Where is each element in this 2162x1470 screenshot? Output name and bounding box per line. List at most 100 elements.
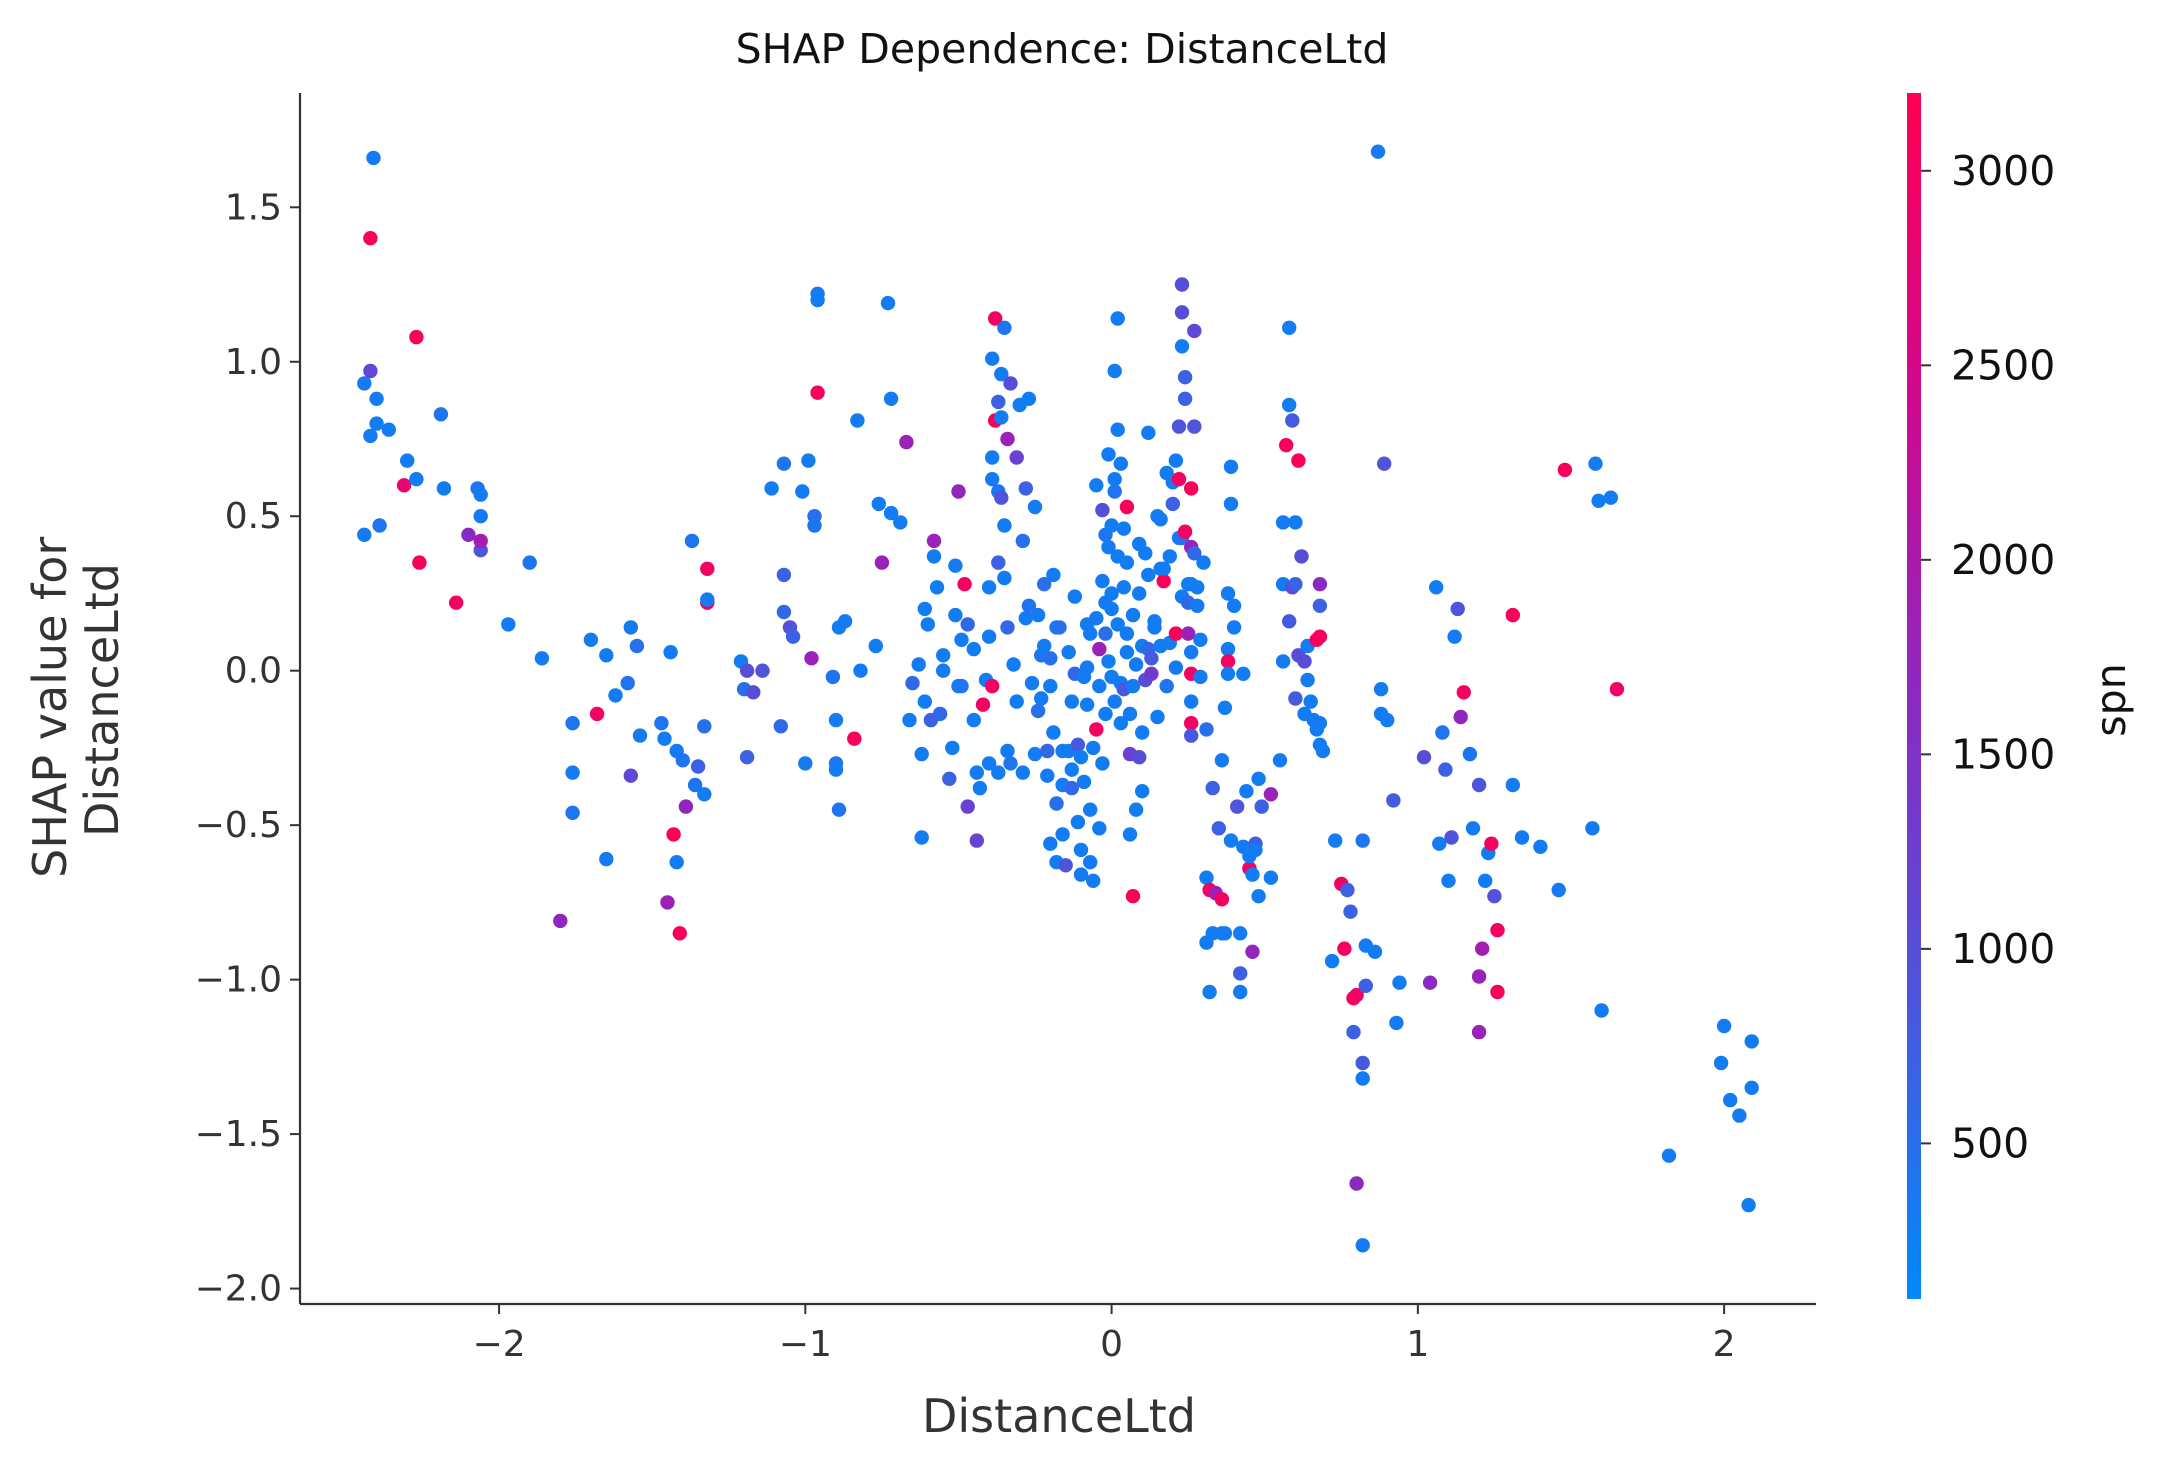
scatter-point bbox=[853, 663, 868, 678]
scatter-point bbox=[1187, 323, 1202, 339]
scatter-point bbox=[1297, 654, 1312, 669]
scatter-point bbox=[1086, 873, 1101, 888]
scatter-point bbox=[684, 533, 700, 549]
scatter-point bbox=[623, 768, 638, 783]
scatter-point bbox=[1193, 632, 1208, 647]
scatter-point bbox=[1015, 533, 1030, 549]
scatter-point bbox=[1125, 678, 1141, 694]
scatter-point bbox=[1245, 944, 1260, 959]
scatter-point bbox=[954, 632, 969, 647]
colorbar-tick-label: 2000 bbox=[1951, 536, 2055, 584]
scatter-point bbox=[997, 320, 1012, 335]
scatter-point bbox=[1119, 499, 1135, 515]
scatter-point bbox=[1505, 777, 1521, 793]
scatter-point bbox=[1159, 678, 1174, 694]
scatter-point bbox=[1092, 641, 1107, 657]
y-axis-title: SHAP value for DistanceLtd bbox=[23, 522, 129, 878]
scatter-point bbox=[1324, 953, 1340, 969]
y-axis-title-line-2: DistanceLtd bbox=[75, 563, 129, 837]
scatter-point bbox=[994, 366, 1009, 382]
scatter-point bbox=[1110, 617, 1125, 632]
scatter-point bbox=[969, 833, 984, 848]
scatter-point bbox=[366, 150, 381, 166]
scatter-point bbox=[1177, 524, 1193, 539]
scatter-point bbox=[1303, 694, 1318, 709]
scatter-point bbox=[960, 617, 975, 632]
scatter-point bbox=[1073, 842, 1089, 858]
scatter-points bbox=[357, 144, 1759, 1253]
scatter-point bbox=[1741, 1197, 1756, 1213]
scatter-point bbox=[1187, 546, 1202, 561]
scatter-point bbox=[1156, 561, 1171, 576]
scatter-point bbox=[1073, 867, 1089, 882]
scatter-point bbox=[1132, 586, 1147, 601]
scatter-point bbox=[1315, 743, 1331, 759]
scatter-point bbox=[1220, 586, 1236, 601]
scatter-point bbox=[522, 555, 537, 570]
scatter-point bbox=[773, 719, 788, 734]
scatter-point bbox=[739, 663, 755, 678]
scatter-point bbox=[945, 740, 960, 756]
scatter-point bbox=[1484, 836, 1499, 851]
scatter-point bbox=[1337, 941, 1352, 956]
scatter-point bbox=[1475, 941, 1490, 956]
scatter-point bbox=[449, 595, 464, 610]
scatter-point bbox=[948, 607, 963, 623]
scatter-point bbox=[1367, 944, 1383, 959]
scatter-point bbox=[776, 604, 792, 620]
scatter-point bbox=[1110, 311, 1125, 326]
scatter-point bbox=[948, 558, 963, 573]
scatter-point bbox=[1251, 771, 1266, 786]
scatter-point bbox=[461, 527, 476, 542]
scatter-point bbox=[985, 678, 1000, 694]
scatter-point bbox=[1024, 675, 1040, 691]
scatter-point bbox=[1471, 969, 1487, 984]
scatter-point bbox=[1177, 391, 1193, 406]
scatter-point bbox=[1211, 821, 1227, 836]
scatter-point bbox=[1732, 1108, 1747, 1123]
scatter-point bbox=[969, 765, 984, 780]
scatter-point bbox=[1116, 580, 1132, 595]
scatter-point bbox=[920, 617, 935, 632]
scatter-point bbox=[1034, 691, 1049, 706]
scatter-point bbox=[1422, 975, 1438, 990]
scatter-point bbox=[1073, 750, 1089, 765]
scatter-point bbox=[1003, 376, 1018, 391]
scatter-point bbox=[1128, 802, 1144, 817]
scatter-point bbox=[1083, 626, 1098, 641]
scatter-point bbox=[1037, 638, 1052, 654]
scatter-point bbox=[1107, 694, 1122, 709]
scatter-point bbox=[678, 799, 694, 814]
x-axis-title: DistanceLtd bbox=[922, 1389, 1196, 1443]
scatter-point bbox=[1064, 694, 1080, 709]
scatter-point bbox=[660, 895, 675, 910]
scatter-point bbox=[1184, 645, 1199, 660]
scatter-point bbox=[369, 391, 384, 406]
scatter-point bbox=[880, 295, 896, 311]
scatter-point bbox=[1312, 598, 1328, 613]
scatter-point bbox=[412, 555, 427, 570]
scatter-point bbox=[1223, 459, 1239, 474]
scatter-point bbox=[1340, 882, 1355, 898]
scatter-point bbox=[746, 685, 761, 700]
scatter-point bbox=[997, 518, 1012, 533]
scatter-point bbox=[837, 614, 853, 629]
scatter-point bbox=[1046, 567, 1061, 583]
scatter-point bbox=[396, 478, 412, 493]
scatter-point bbox=[1104, 586, 1119, 601]
scatter-point bbox=[687, 777, 703, 793]
scatter-point bbox=[1275, 654, 1291, 669]
scatter-point bbox=[1132, 750, 1147, 765]
scatter-point bbox=[1141, 425, 1156, 440]
scatter-point bbox=[1119, 645, 1135, 660]
scatter-point bbox=[675, 753, 690, 768]
scatter-point bbox=[1609, 682, 1625, 697]
scatter-point bbox=[966, 641, 981, 657]
scatter-point bbox=[1006, 657, 1021, 672]
scatter-point bbox=[1098, 626, 1113, 641]
scatter-point bbox=[589, 706, 605, 722]
x-tick-label: 0 bbox=[1100, 1324, 1123, 1365]
scatter-point bbox=[1392, 975, 1407, 990]
scatter-point bbox=[565, 805, 580, 820]
scatter-point bbox=[929, 580, 945, 595]
